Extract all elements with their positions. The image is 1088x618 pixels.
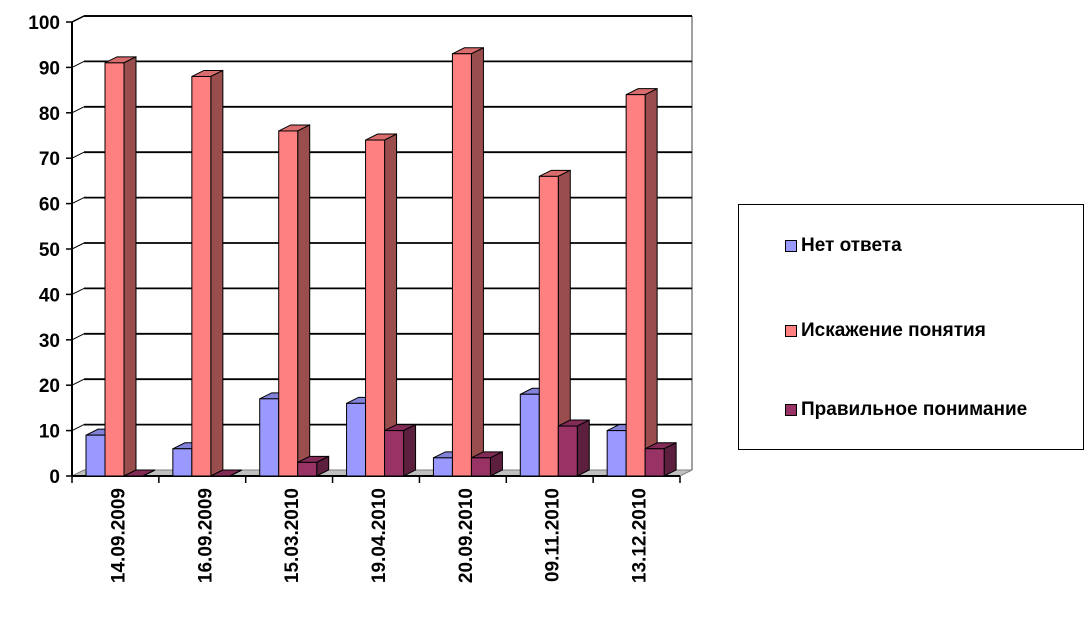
y-tick-label: 20 <box>39 376 60 397</box>
bar <box>451 46 484 477</box>
legend: Нет ответа Искажение понятия Правильное … <box>738 204 1084 450</box>
x-category-labels: 14.09.2009 16.09.2009 15.03.2010 19.04.2010… <box>108 488 650 583</box>
y-tick-label: 90 <box>39 58 60 79</box>
y-axis-top-edge <box>71 15 85 23</box>
gridline-side <box>71 378 85 386</box>
y-tick-label: 30 <box>39 331 60 352</box>
y-tick-label: 10 <box>39 422 60 443</box>
gridline-side <box>71 242 85 250</box>
bar <box>625 87 658 477</box>
legend-swatch-correct <box>785 404 797 416</box>
bar <box>191 69 224 477</box>
x-category-label: 09.11.2010 <box>543 488 564 582</box>
y-tick-label: 80 <box>39 104 60 125</box>
y-tick-label: 70 <box>39 149 60 170</box>
bar <box>538 169 571 477</box>
bar <box>384 423 417 477</box>
bar <box>365 133 398 477</box>
x-category-label: 20.09.2010 <box>456 488 477 583</box>
gridline-side <box>71 197 85 205</box>
y-tick-label: 60 <box>39 195 60 216</box>
x-category-label: 14.09.2009 <box>108 488 129 583</box>
bars <box>85 46 677 477</box>
bar <box>210 469 243 477</box>
x-category-label: 19.04.2010 <box>369 488 390 583</box>
gridline-side <box>71 424 85 432</box>
legend-swatch-distortion <box>785 325 797 337</box>
bar <box>557 419 590 477</box>
bar <box>644 441 677 477</box>
bar <box>123 469 156 477</box>
legend-item-correct: Правильное понимание <box>785 399 1027 421</box>
y-tick-label: 50 <box>39 240 60 261</box>
bar <box>297 455 330 477</box>
bar <box>470 451 503 477</box>
legend-label-distortion: Искажение понятия <box>801 320 986 341</box>
x-category-label: 15.03.2010 <box>282 488 303 583</box>
gridline-side <box>71 60 85 68</box>
y-tick-label: 100 <box>28 13 60 34</box>
gridline-side <box>71 151 85 159</box>
y-tick-label: 0 <box>49 467 60 488</box>
y-tick-labels: 0 10 20 30 40 50 60 70 80 90 100 <box>28 13 60 488</box>
gridline-side <box>71 333 85 341</box>
gridline-side <box>71 287 85 295</box>
bar <box>278 124 311 477</box>
legend-item-distortion: Искажение понятия <box>785 320 986 342</box>
bar <box>104 56 137 477</box>
legend-item-no-answer: Нет ответа <box>785 235 902 257</box>
x-category-label: 16.09.2009 <box>195 488 216 583</box>
y-tick-label: 40 <box>39 285 60 306</box>
x-category-label: 13.12.2010 <box>630 488 651 583</box>
legend-label-no-answer: Нет ответа <box>801 235 902 256</box>
legend-label-correct: Правильное понимание <box>801 399 1028 420</box>
gridline-side <box>71 106 85 114</box>
legend-swatch-no-answer <box>785 240 797 252</box>
